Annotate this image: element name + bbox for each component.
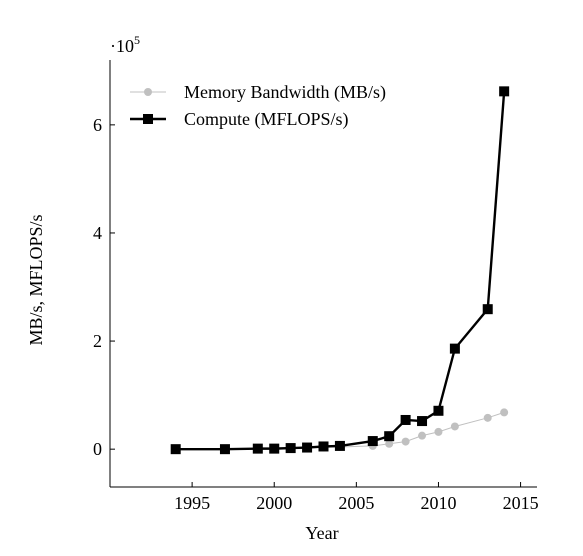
data-point <box>482 304 493 315</box>
x-tick-label: 1995 <box>174 493 210 513</box>
data-point <box>449 343 460 354</box>
series-layer <box>170 86 510 455</box>
x-tick-label: 2005 <box>338 493 374 513</box>
y-scale-label: ·105 <box>110 33 140 56</box>
data-point <box>433 405 444 416</box>
data-point <box>302 442 313 453</box>
data-point <box>401 437 410 446</box>
legend-label: Memory Bandwidth (MB/s) <box>184 82 386 103</box>
y-tick-label: 4 <box>93 223 102 243</box>
y-tick-label: 2 <box>93 331 102 351</box>
y-tick-label: 0 <box>93 439 102 459</box>
legend-item: Memory Bandwidth (MB/s) <box>130 82 386 103</box>
data-point <box>450 422 459 431</box>
x-tick-label: 2010 <box>420 493 456 513</box>
data-point <box>385 439 394 448</box>
legend-item: Compute (MFLOPS/s) <box>130 109 349 130</box>
data-point <box>418 431 427 440</box>
data-point <box>500 408 509 417</box>
data-point <box>417 416 428 427</box>
data-point <box>252 443 263 454</box>
data-point <box>499 86 510 97</box>
legend-marker <box>143 114 153 124</box>
data-point <box>318 441 329 452</box>
data-point <box>334 440 345 451</box>
data-point <box>269 443 280 454</box>
data-point <box>400 414 411 425</box>
x-tick-label: 2000 <box>256 493 292 513</box>
legend-label: Compute (MFLOPS/s) <box>184 109 349 130</box>
legend-marker <box>144 88 152 96</box>
data-point <box>285 443 296 454</box>
series-compute <box>170 86 510 455</box>
y-axis-label: MB/s, MFLOPS/s <box>26 214 46 345</box>
y-scale-prefix: ·10 <box>110 36 134 56</box>
data-point <box>219 444 230 455</box>
x-tick-label: 2015 <box>503 493 539 513</box>
data-point <box>384 431 395 442</box>
data-point <box>367 436 378 447</box>
legend: Memory Bandwidth (MB/s) Compute (MFLOPS/s… <box>130 82 386 130</box>
data-point <box>434 427 443 436</box>
y-scale-exponent: 5 <box>134 33 140 47</box>
axes: 1995 2000 2005 2010 2015 0 2 4 6 <box>93 60 539 513</box>
y-tick-label: 6 <box>93 115 102 135</box>
data-point <box>170 444 181 455</box>
series-line <box>175 91 506 451</box>
x-axis-label: Year <box>305 523 338 543</box>
data-point <box>483 413 492 422</box>
